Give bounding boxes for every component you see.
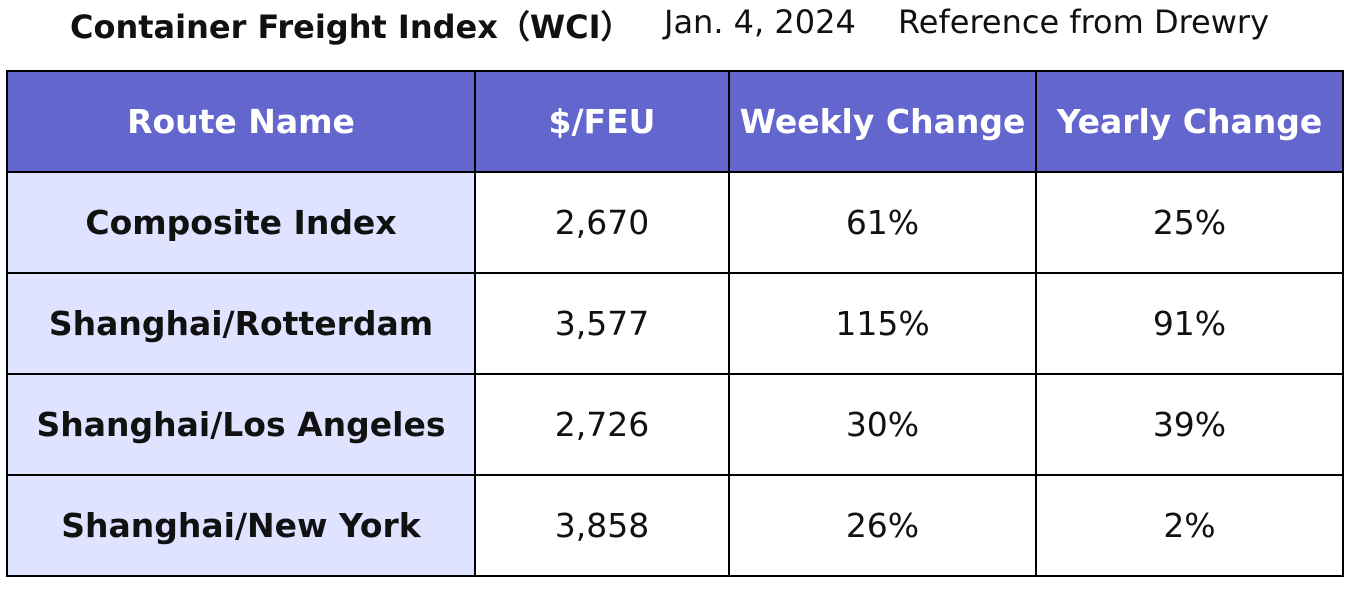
freight-index-table: Route Name $/FEU Weekly Change Yearly Ch…: [6, 70, 1344, 577]
weekly-change-cell: 26%: [728, 474, 1037, 577]
yearly-change-cell: 25%: [1035, 171, 1344, 274]
weekly-change-cell: 115%: [728, 272, 1037, 375]
column-header-yearly-change: Yearly Change: [1035, 70, 1344, 173]
route-name-cell: Shanghai/Los Angeles: [6, 373, 476, 476]
title-source: Reference from Drewry: [898, 3, 1269, 41]
column-header-price: $/FEU: [474, 70, 730, 173]
title-bar: Container Freight Index（WCI） Jan. 4, 202…: [0, 0, 1352, 48]
price-cell: 2,726: [474, 373, 730, 476]
title-date: Jan. 4, 2024: [664, 3, 856, 41]
yearly-change-cell: 91%: [1035, 272, 1344, 375]
table-row: Composite Index 2,670 61% 25%: [6, 171, 1344, 274]
route-name-cell: Shanghai/Rotterdam: [6, 272, 476, 375]
route-name-cell: Composite Index: [6, 171, 476, 274]
weekly-change-cell: 61%: [728, 171, 1037, 274]
price-cell: 3,577: [474, 272, 730, 375]
column-header-weekly-change: Weekly Change: [728, 70, 1037, 173]
header-row: Route Name $/FEU Weekly Change Yearly Ch…: [6, 70, 1344, 173]
table-row: Shanghai/Rotterdam 3,577 115% 91%: [6, 272, 1344, 375]
price-cell: 2,670: [474, 171, 730, 274]
weekly-change-cell: 30%: [728, 373, 1037, 476]
column-header-route: Route Name: [6, 70, 476, 173]
price-cell: 3,858: [474, 474, 730, 577]
route-name-cell: Shanghai/New York: [6, 474, 476, 577]
yearly-change-cell: 2%: [1035, 474, 1344, 577]
table-title: Container Freight Index（WCI）: [70, 8, 633, 46]
table-row: Shanghai/Los Angeles 2,726 30% 39%: [6, 373, 1344, 476]
yearly-change-cell: 39%: [1035, 373, 1344, 476]
table-row: Shanghai/New York 3,858 26% 2%: [6, 474, 1344, 577]
